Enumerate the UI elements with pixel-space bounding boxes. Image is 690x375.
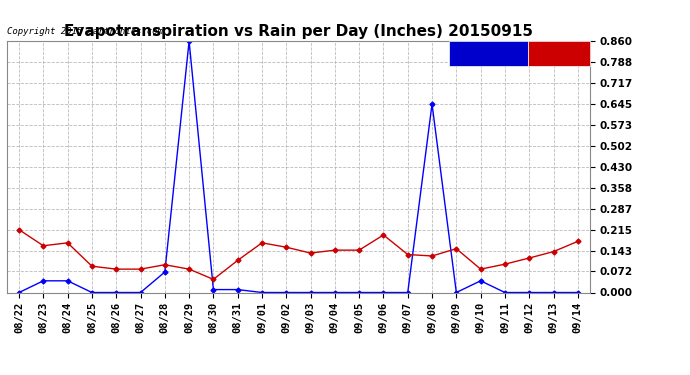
Text: ET  (Inches): ET (Inches) — [529, 49, 589, 58]
Text: Rain  (Inches): Rain (Inches) — [453, 49, 523, 58]
Title: Evapotranspiration vs Rain per Day (Inches) 20150915: Evapotranspiration vs Rain per Day (Inch… — [64, 24, 533, 39]
Text: Copyright 2015 Cartronics.com: Copyright 2015 Cartronics.com — [7, 27, 163, 36]
